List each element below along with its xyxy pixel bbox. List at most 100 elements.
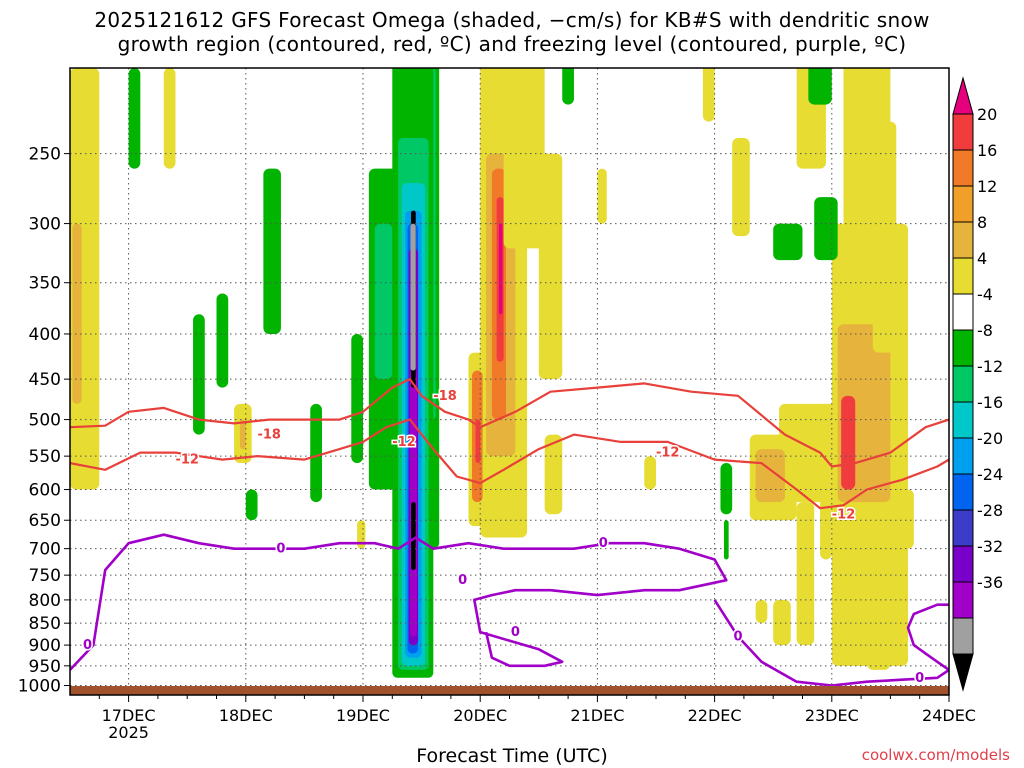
colorbar-label: 8	[977, 213, 987, 232]
colorbar-swatch	[952, 581, 974, 619]
y-tick-label: 500	[29, 411, 61, 431]
y-tick-label: 400	[29, 325, 61, 345]
contour-label: -12	[656, 446, 680, 461]
y-tick-label: 1000	[18, 677, 61, 697]
x-tick-label: 19DEC	[336, 706, 390, 725]
contour-label: -12	[832, 507, 856, 522]
colorbar-swatch	[952, 329, 974, 367]
colorbar-swatch	[952, 473, 974, 511]
omega-cell-yel	[872, 121, 897, 353]
colorbar-arrow-top	[952, 76, 974, 115]
omega-cell-yel	[644, 456, 656, 490]
x-axis-label: Forecast Time (UTC)	[416, 745, 608, 767]
omega-cell-yel	[702, 68, 715, 122]
omega-cell-gold	[755, 449, 785, 503]
y-tick-label: 900	[29, 636, 61, 656]
omega-cell-yel	[755, 599, 768, 624]
omega-cell-red	[475, 419, 481, 464]
contour-labels: -18 -18 -12 -12 -12 -12 0 0 0 0 0 0 0	[82, 387, 926, 687]
y-tick-label: 600	[29, 481, 61, 501]
colorbar-swatch	[952, 617, 974, 655]
colorbar-swatch	[952, 257, 974, 295]
omega-cell-g1	[128, 68, 141, 169]
y-tick-label: 300	[29, 215, 61, 235]
y-tick-label: 550	[29, 447, 61, 467]
y-tick-label: 800	[29, 591, 61, 611]
omega-cell-yel	[773, 599, 791, 646]
omega-cell-g1	[310, 403, 322, 503]
omega-cell-yel	[732, 137, 750, 237]
omega-cell-yel	[866, 636, 891, 670]
colorbar: 20 16 12 8 4 -4 -8 -12 -16 -20 -24 -28 -32 -36	[952, 76, 1003, 692]
omega-cell-g1	[193, 314, 205, 435]
omega-cell-red	[841, 395, 856, 490]
pressure-axis: 2503003504004505005506006507007508008509…	[18, 145, 70, 697]
y-tick-label: 450	[29, 370, 61, 390]
contour-label: 0	[599, 536, 608, 551]
omega-cell-yel	[287, 0, 299, 28]
colorbar-label: 20	[977, 105, 997, 124]
contour-label: 0	[458, 573, 467, 588]
y-tick-label: 650	[29, 511, 61, 531]
contour-label: -18	[433, 389, 457, 404]
omega-cell-gold	[239, 419, 246, 450]
colorbar-swatch	[952, 365, 974, 403]
colorbar-label: -28	[977, 501, 1003, 520]
omega-cell-yel	[544, 434, 563, 515]
terrain-strip	[70, 686, 949, 695]
x-year-label: 2025	[108, 723, 149, 742]
omega-cell-g1	[562, 68, 574, 105]
chart-title: 2025121612 GFS Forecast Omega (shaded, −…	[0, 8, 1024, 56]
omega-cell-pink	[498, 223, 503, 315]
temperature-contours	[70, 378, 949, 687]
omega-cell-g1	[808, 68, 832, 105]
omega-cell-g2	[374, 223, 393, 380]
omega-cell-g1	[245, 489, 258, 521]
contour-label: 0	[511, 625, 520, 640]
omega-shading	[70, 0, 914, 678]
title-line-1: 2025121612 GFS Forecast Omega (shaded, −…	[94, 8, 930, 32]
omega-column-gray	[410, 223, 416, 371]
y-tick-label: 850	[29, 614, 61, 634]
colorbar-label: 4	[977, 249, 987, 268]
y-tick-label: 950	[29, 657, 61, 677]
colorbar-label: -20	[977, 429, 1003, 448]
title-line-2: growth region (contoured, red, ºC) and f…	[117, 32, 907, 56]
omega-cell-g1	[814, 197, 838, 261]
omega-cell-g1	[263, 168, 281, 334]
contour-line-freezing-3	[713, 599, 949, 687]
colorbar-swatch	[952, 401, 974, 439]
omega-cell-yel	[796, 502, 815, 646]
colorbar-label: -4	[977, 285, 993, 304]
contour-label: 0	[83, 638, 92, 653]
y-tick-label: 700	[29, 540, 61, 560]
colorbar-swatch	[952, 545, 974, 583]
y-tick-label: 250	[29, 145, 61, 165]
colorbar-label: -36	[977, 573, 1003, 592]
omega-cell-g1	[773, 223, 803, 261]
credit-link[interactable]: coolwx.com/models	[861, 746, 1010, 764]
omega-cell-g1	[723, 520, 729, 560]
omega-cell-g1	[111, 0, 123, 28]
omega-cell-g2	[445, 0, 459, 68]
x-tick-label: 21DEC	[570, 706, 624, 725]
omega-cell-g1	[216, 293, 229, 388]
colorbar-label: -8	[977, 321, 993, 340]
contour-label: 0	[734, 629, 743, 644]
contour-label: -12	[392, 435, 416, 450]
colorbar-label: -12	[977, 357, 1003, 376]
omega-column-blk	[411, 502, 416, 570]
contour-label: -18	[257, 428, 281, 443]
contour-line-dgz-1	[70, 418, 949, 510]
colorbar-swatch	[952, 221, 974, 259]
y-tick-label: 750	[29, 566, 61, 586]
x-tick-label: 20DEC	[453, 706, 507, 725]
omega-cell-yel	[538, 153, 563, 380]
contour-line-dgz-0	[70, 378, 949, 468]
omega-cell-g1	[674, 0, 686, 68]
y-tick-label: 350	[29, 274, 61, 294]
omega-cell-g1	[720, 463, 733, 515]
x-tick-label: 22DEC	[688, 706, 742, 725]
colorbar-swatch	[952, 437, 974, 475]
